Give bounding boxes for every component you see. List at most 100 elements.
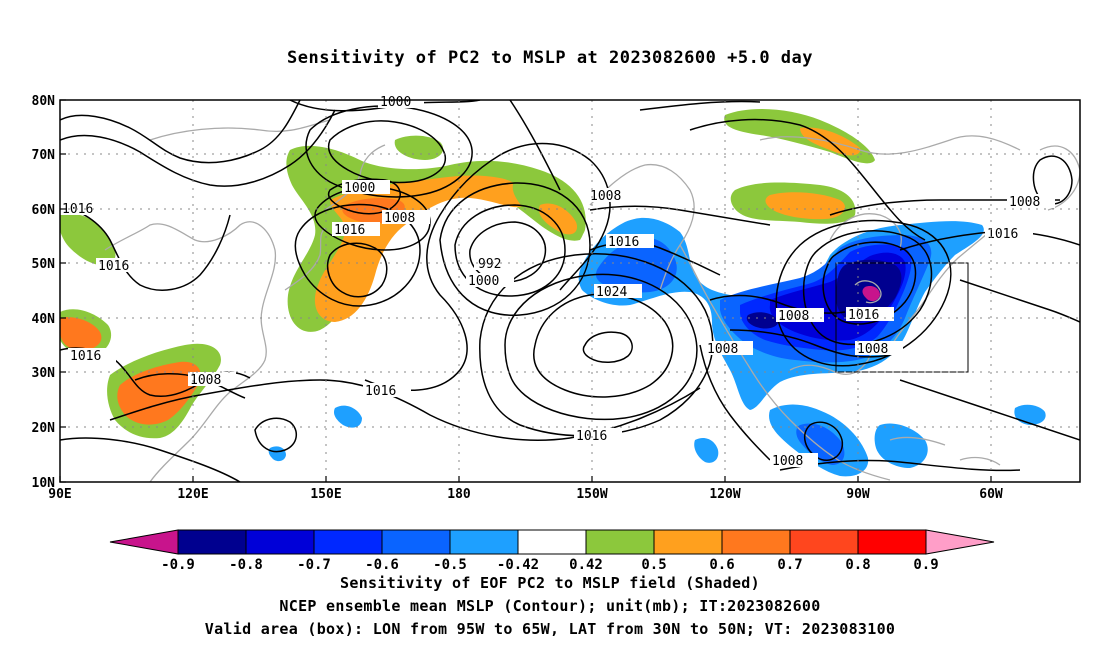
lon-label: 120E [177,487,208,502]
contour-label-1008-d: 1008 [707,342,738,357]
colorbar-swatch [585,529,655,555]
contour-1024-high [533,293,674,398]
coastline-great-lakes [854,280,882,304]
coastline-north-america-west [679,244,891,481]
lon-label: 120W [709,487,740,502]
contour-label-1008-h: 1008 [1009,195,1040,210]
contour-label-1008-c: 1008 [190,373,221,388]
axis-ticks [59,99,992,483]
contour-arctic-lower [639,100,761,111]
colorbar-low-extension [109,529,179,555]
lat-label: 80N [32,94,56,109]
colorbar-tick-label: 0.5 [641,557,666,573]
negative-area-mexico [694,438,719,463]
contour-arctic-canada [689,118,926,241]
positive-core-south-china [117,361,201,425]
negative-area-philippine [333,405,362,428]
contour-label-1008-f: 1008 [857,342,888,357]
colorbar-swatch [381,529,451,555]
contour-us-low-2 [802,230,933,346]
positive-spot-great-lakes [862,285,880,302]
lat-label: 10N [32,476,56,491]
contour-label-1008-a: 1008 [384,211,415,226]
contour-typhoon [254,417,297,453]
contour-1016-a [294,203,421,307]
contour-label-1016-sw: 1016 [70,349,101,364]
caption-line-3: Valid area (box): LON from 95W to 65W, L… [204,620,896,638]
contour-1000-b [454,204,566,297]
contour-north-arc [509,100,561,191]
positive-area-kamchatka [394,135,444,160]
colorbar-labels: -0.9 -0.8 -0.7 -0.6 -0.5 -0.42 0.42 0.5 0.6 0.7 0.… [161,557,939,573]
colorbar-tick-label: -0.5 [433,557,467,573]
contour-atlantic-2 [899,379,1080,441]
colorbar-tick-label: 0.7 [777,557,802,573]
positive-core-china [60,317,102,350]
contour-1008-north-pac [589,205,771,226]
contour-label-1008-g: 1008 [772,454,803,469]
colorbar-tick-label: -0.42 [497,557,539,573]
contour-1008-d [709,294,846,314]
map-frame [59,99,1081,483]
caption-line-2: NCEP ensemble mean MSLP (Contour); unit(… [279,597,821,615]
contour-label-1024: 1024 [596,285,627,300]
positive-core-aleutians [538,203,578,235]
colorbar-swatch [313,529,383,555]
contour-label-1008-e: 1008 [778,309,809,324]
colorbar-high-extension [925,529,995,555]
colorbar-tick-label: -0.6 [365,557,399,573]
lon-label: 60W [979,487,1003,502]
contour-high-ring [504,273,698,421]
colorbar-swatch [789,529,859,555]
lat-label: 20N [32,421,56,436]
colorbar-swatch [517,529,587,555]
colorbar-tick-label: 0.42 [569,557,603,573]
colorbar [109,529,995,555]
colorbar-tick-label: 0.6 [709,557,734,573]
lon-label: 90W [846,487,870,502]
negative-core-gulf-alaska [595,237,677,293]
contour-label-1016-c: 1016 [365,384,396,399]
grid-lines [60,100,1080,482]
contour-low-ne-asia-1 [60,100,301,164]
contour-label-1000-a: 1000 [344,181,375,196]
colorbar-tick-label: 0.8 [845,557,870,573]
contour-label-1000-top: 1000 [380,95,411,110]
contour-1008-e [729,329,891,358]
negative-core-central-america [796,423,845,465]
coastline-japan [284,227,326,291]
colorbar-swatch [653,529,723,555]
mslp-contours [60,100,1080,482]
coastline-arctic-canada [759,135,1021,155]
contour-1016-w [60,204,231,291]
contour-central-america [803,421,844,461]
contour-label-1016-f: 1016 [987,227,1018,242]
negative-area-caribbean [874,423,928,468]
negative-gom-center [746,312,779,329]
contour-label-1000-b: 1000 [468,274,499,289]
contour-label-992: 992 [478,257,501,272]
colorbar-swatch [177,529,247,555]
positive-core-hudson [765,192,845,220]
lat-label: 40N [32,312,56,327]
colorbar-swatch [721,529,791,555]
colorbar-tick-label: -0.7 [297,557,331,573]
colorbar-swatch [857,529,927,555]
positive-area-west-east-asia [60,213,116,266]
contour-greenland [1032,155,1073,205]
contour-atlantic-1 [959,279,1080,323]
coastline-caribbean [889,436,1001,466]
contour-high-inner [582,331,633,363]
lat-label: 30N [32,366,56,381]
contour-1008-b [439,182,591,316]
coastline-alaska [589,163,695,291]
contour-1000-a [327,178,401,215]
contour-label-1016-a: 1016 [334,223,365,238]
lat-label: 70N [32,148,56,163]
coastline-east-asia [104,221,277,482]
contour-label-1016-e: 1016 [848,308,879,323]
colorbar-tick-label: -0.8 [229,557,263,573]
contour-1016-big [364,142,611,391]
lon-label: 150E [310,487,341,502]
